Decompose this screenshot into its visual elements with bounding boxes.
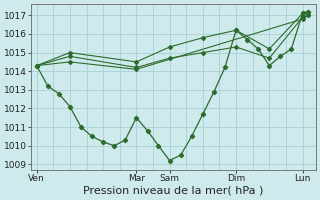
X-axis label: Pression niveau de la mer( hPa ): Pression niveau de la mer( hPa ): [84, 186, 264, 196]
